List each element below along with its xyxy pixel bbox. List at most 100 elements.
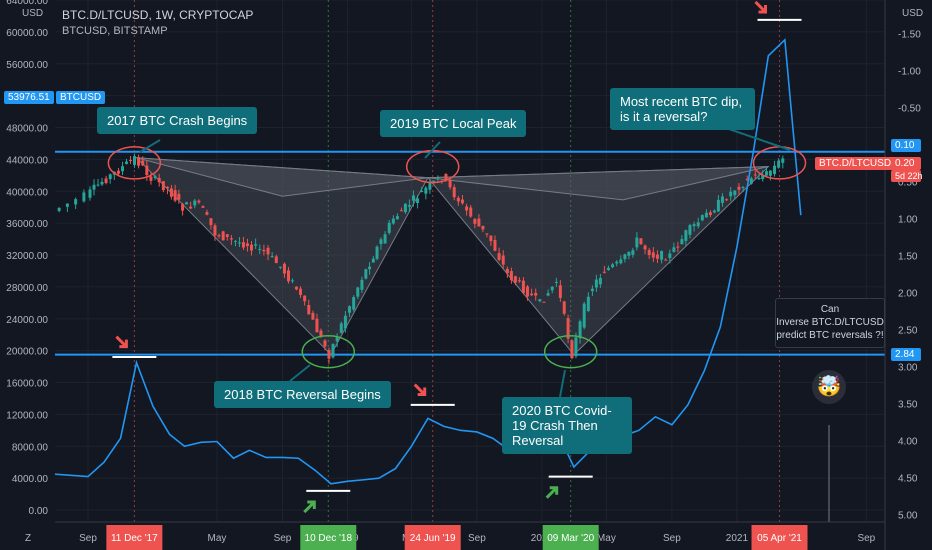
candle-body [129,159,133,161]
left-tick-label: 36000.00 [6,219,48,230]
level-top-tag: 0.10 [891,139,921,152]
candle-body [403,203,407,213]
candle-body [74,199,78,205]
candle-body [213,225,217,236]
candle-body [356,287,360,297]
right-tick-label: 3.00 [898,363,918,374]
candle-body [737,186,741,190]
candle-body [655,254,659,259]
x-tick-label: Sep [274,533,292,544]
candle-body [619,259,623,264]
candle-body [96,184,100,186]
candle-body [108,174,112,180]
candle-body [672,247,676,252]
candle-body [424,187,428,194]
candle-body [745,179,749,181]
date-tag-bg [106,525,163,550]
candle-body [282,263,286,274]
callout-recent-dip[interactable]: Most recent BTC dip, is it a reversal? [610,88,755,130]
candle-body [299,288,303,295]
right-tick-label: -1.50 [898,29,921,40]
candle-body [761,174,765,180]
date-tag-bg [404,525,461,550]
x-tick-label: 2020 [531,533,554,544]
x-tick-label: Sep [663,533,681,544]
candle-body [237,242,241,244]
question-line-3: predict BTC reversals ?! [776,330,884,341]
right-tick-label: -0.50 [898,103,921,114]
candle-body [116,170,120,174]
candle-body [586,296,590,311]
candle-body [331,343,335,358]
chart-subtitle: BTCUSD, BITSTAMP [62,25,168,37]
candle-body [684,230,688,241]
candle-body [716,199,720,212]
candle-body [104,178,108,183]
axes: 64000.0060000.0056000.0052000.0048000.00… [6,0,921,550]
candle-body [399,210,403,212]
left-tick-label: 56000.00 [6,60,48,71]
callout-pointer-2019 [424,141,441,159]
candle-body [741,187,745,189]
callout-2019-peak[interactable]: 2019 BTC Local Peak [380,110,527,137]
candle-body [364,269,368,279]
pattern-shapes [135,157,770,356]
right-tick-label: 2.00 [898,288,918,299]
candle-body [773,165,777,175]
candle-body [764,171,768,176]
right-tick-label: 4.00 [898,437,918,448]
top-triangle-left [136,157,428,197]
left-axis-unit: USD [22,8,44,19]
candle-body [578,321,582,339]
red-arrow-2021 [754,0,768,14]
candle-body [521,280,525,294]
candle-body [82,192,86,202]
green-circle-2018 [301,334,356,369]
left-tick-label: 40000.00 [6,187,48,198]
callout-2017-crash[interactable]: 2017 BTC Crash Begins [97,107,258,134]
candle-body [688,225,692,235]
left-tick-label: 24000.00 [6,315,48,326]
question-line-1: Can [820,304,840,315]
candle-body [777,160,781,168]
candle-body [327,349,331,359]
candle-body [489,235,493,242]
callout-pointer-2021 [719,125,791,151]
left-tick-label: 0.00 [29,506,49,517]
green-circle-2020 [543,334,598,369]
candle-body [623,254,627,260]
current-name-tag: BTC.D/LTCUSD [815,157,896,170]
candle-body [262,249,266,252]
candle-body [452,187,456,198]
right-axis-unit: USD [902,8,924,19]
candle-body [594,279,598,288]
candle-body [570,340,574,359]
candle-body [465,206,469,211]
candle-body [554,281,558,283]
candle-body [562,301,566,314]
candle-body [57,207,61,211]
candle-body [169,188,173,197]
callout-2020-covid[interactable]: 2020 BTC Covid-19 Crash Then Reversal [502,397,632,454]
candle-body [639,238,643,245]
question-box[interactable]: Can Inverse BTC.D/LTCUSD predict BTC rev… [775,298,885,348]
candle-body [371,258,375,263]
candle-body [485,233,489,235]
candle-body [574,337,578,357]
candle-body [245,243,249,247]
candle-body [193,200,197,206]
candle-body [517,280,521,282]
candle-body [606,267,610,270]
candle-body [181,204,185,211]
date-tag-bg [751,525,808,550]
candle-body [153,176,157,179]
red-arrow-2019 [413,383,427,397]
candle-body [538,299,542,302]
candle-body [343,315,347,329]
candle-body [611,264,615,268]
candle-body [379,239,383,245]
candle-body [335,336,339,342]
callout-2018-reversal[interactable]: 2018 BTC Reversal Begins [214,381,391,408]
candle-body [420,190,424,192]
btcusd-series-path [54,38,802,485]
